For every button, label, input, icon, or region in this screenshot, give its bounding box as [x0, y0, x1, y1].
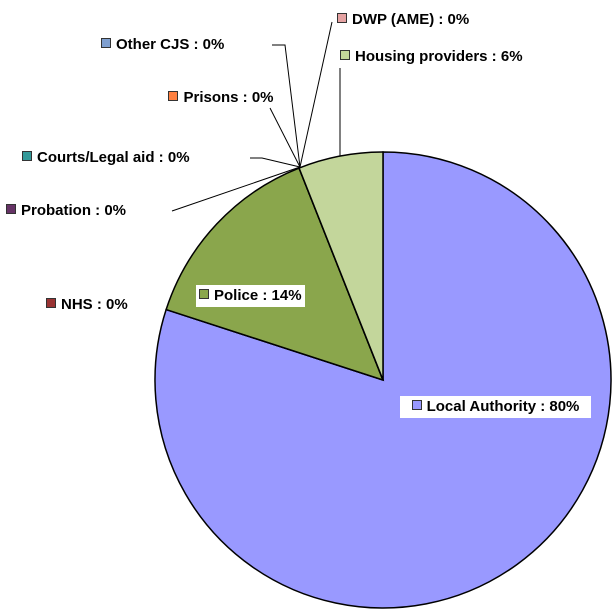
legend-swatch [22, 151, 32, 161]
leader-line [272, 44, 301, 168]
pie-slice [165, 167, 385, 382]
legend-swatch [199, 289, 209, 299]
label-text: DWP (AME) : 0% [352, 11, 470, 28]
legend-swatch [6, 204, 16, 214]
legend-swatch [340, 50, 350, 60]
pie-slice [298, 151, 384, 381]
data-label: Courts/Legal aid : 0% [22, 147, 190, 169]
label-text: Police : 14% [214, 287, 302, 304]
leader-line [269, 107, 301, 168]
label-text: Prisons : 0% [183, 89, 274, 106]
data-label: Police : 14% [196, 285, 305, 307]
label-text: Probation : 0% [21, 202, 127, 219]
label-text: Other CJS : 0% [116, 36, 225, 53]
label-text: NHS : 0% [61, 296, 128, 313]
label-text: Housing providers : 6% [355, 48, 523, 65]
legend-swatch [168, 91, 179, 101]
leader-line [171, 166, 301, 212]
data-label: Local Authority : 80% [400, 396, 591, 418]
pie-slice [154, 151, 612, 609]
leader-line [250, 157, 301, 168]
data-label: Housing providers : 6% [340, 46, 523, 68]
legend-swatch [337, 13, 347, 23]
legend-swatch [101, 38, 111, 48]
legend-swatch [46, 298, 56, 308]
data-label: Prisons : 0% [162, 87, 280, 109]
leader-line [299, 21, 333, 168]
label-text: Courts/Legal aid : 0% [37, 149, 190, 166]
legend-swatch [411, 400, 422, 410]
data-label: DWP (AME) : 0% [337, 9, 469, 31]
label-text: Local Authority : 80% [426, 398, 580, 415]
data-label: Other CJS : 0% [101, 34, 224, 56]
data-label: Probation : 0% [6, 200, 126, 222]
data-label: NHS : 0% [46, 294, 128, 316]
